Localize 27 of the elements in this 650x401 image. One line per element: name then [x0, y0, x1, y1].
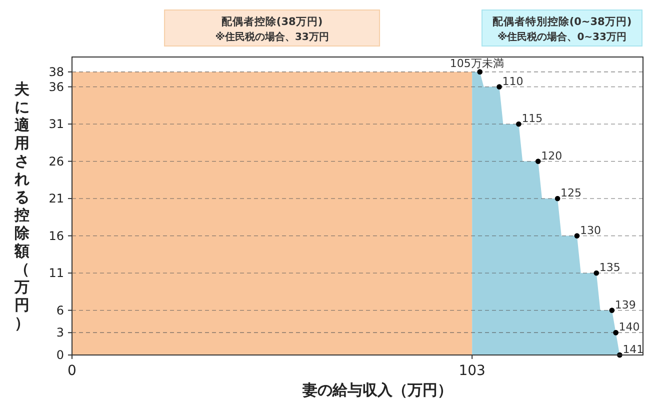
annotation: 140: [618, 320, 640, 334]
annotation: 139: [614, 298, 636, 312]
text: ※住民税の場合、0~33万円: [498, 31, 626, 43]
text: 配偶者控除(38万円): [221, 15, 323, 28]
y-tick-label: 21: [48, 192, 64, 206]
annotation: 115: [522, 112, 543, 126]
y-tick-label: 11: [48, 266, 64, 280]
y-axis-title: 夫に適用される控除額（万円）: [14, 80, 30, 332]
text: 配偶者特別控除(0~38万円): [492, 15, 632, 28]
y-tick-label: 16: [48, 228, 64, 243]
y-tick-label: 38: [48, 64, 64, 79]
y-tick-label: 31: [48, 117, 64, 132]
text: ※住民税の場合、33万円: [215, 31, 329, 43]
annotation: 135: [599, 261, 620, 274]
y-tick-label: 3: [56, 326, 64, 340]
y-tick-label: 26: [48, 154, 64, 168]
y-tick-label: 36: [48, 80, 64, 94]
annotation: 110: [502, 74, 524, 88]
x-tick-label: 103: [458, 363, 486, 379]
annotation: 105万未満: [450, 56, 504, 70]
y-tick-label: 0: [56, 348, 64, 362]
annotation: 141: [622, 343, 644, 356]
x-axis-title: 妻の給与収入（万円）: [302, 381, 452, 399]
annotation: 130: [580, 224, 601, 237]
annotation: 120: [541, 149, 562, 162]
y-tick-label: 6: [56, 303, 64, 318]
annotation: 125: [560, 186, 582, 200]
